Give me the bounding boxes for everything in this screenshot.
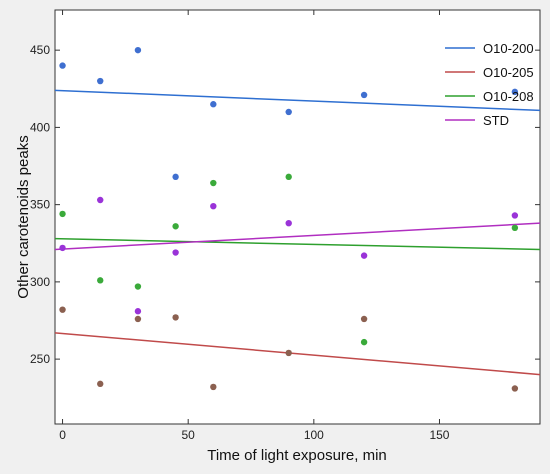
- data-point-O10-205: [59, 306, 66, 313]
- data-point-STD: [97, 196, 104, 204]
- data-point-STD: [511, 212, 519, 219]
- data-points: [59, 46, 519, 392]
- x-axis-title: Time of light exposure, min: [207, 447, 387, 464]
- trendline-STD: [54, 222, 541, 251]
- x-tick-label: 100: [304, 428, 324, 442]
- y-axis: 250 300 350 400 450: [30, 43, 540, 366]
- data-point-O10-205: [172, 314, 179, 321]
- legend-label: STD: [483, 113, 509, 128]
- data-point-O10-200: [360, 91, 368, 99]
- data-point-O10-200: [97, 77, 104, 85]
- data-point-O10-205: [97, 380, 104, 388]
- y-tick-label: 350: [30, 198, 50, 212]
- trendlines: [54, 89, 541, 376]
- x-tick-label: 150: [429, 428, 449, 442]
- y-tick-label: 250: [30, 352, 50, 366]
- data-point-STD: [59, 244, 66, 252]
- data-point-O10-200: [172, 173, 179, 181]
- data-point-O10-200: [210, 101, 217, 108]
- data-point-O10-200: [285, 108, 292, 116]
- legend-label: O10-205: [483, 65, 534, 80]
- data-point-O10-208: [360, 338, 368, 346]
- data-point-O10-200: [511, 88, 519, 96]
- data-point-STD: [210, 202, 217, 210]
- data-point-O10-208: [172, 223, 179, 230]
- data-point-O10-208: [59, 210, 66, 218]
- legend-label: O10-208: [483, 89, 534, 104]
- data-point-O10-208: [210, 179, 217, 187]
- data-point-STD: [172, 249, 179, 256]
- y-axis-title: Other carotenoids peaks: [15, 135, 32, 298]
- trendline-O10-205: [54, 332, 541, 376]
- data-point-O10-208: [511, 224, 519, 232]
- x-tick-label: 0: [59, 428, 66, 442]
- data-point-O10-200: [134, 46, 142, 54]
- plot-area: [54, 9, 541, 425]
- legend-label: O10-200: [483, 41, 534, 56]
- legend: O10-200 O10-205 O10-208 STD: [445, 41, 534, 128]
- x-tick-label: 50: [182, 428, 196, 442]
- y-tick-label: 450: [30, 43, 50, 57]
- y-tick-label: 300: [30, 275, 50, 289]
- trendline-O10-200: [54, 89, 541, 112]
- data-point-O10-208: [285, 173, 292, 181]
- data-point-O10-200: [59, 62, 66, 69]
- data-point-O10-205: [360, 315, 368, 323]
- y-tick-label: 400: [30, 120, 50, 134]
- data-point-O10-205: [285, 349, 292, 357]
- data-point-O10-208: [97, 277, 104, 284]
- trendline-O10-208: [54, 237, 541, 251]
- x-axis: 0 50 100 150: [59, 10, 450, 442]
- data-point-STD: [360, 252, 368, 259]
- data-point-O10-205: [134, 315, 142, 323]
- data-point-STD: [134, 308, 142, 315]
- data-point-O10-205: [511, 385, 519, 392]
- data-point-O10-208: [134, 283, 142, 290]
- data-point-STD: [285, 219, 292, 227]
- data-point-O10-205: [210, 383, 217, 391]
